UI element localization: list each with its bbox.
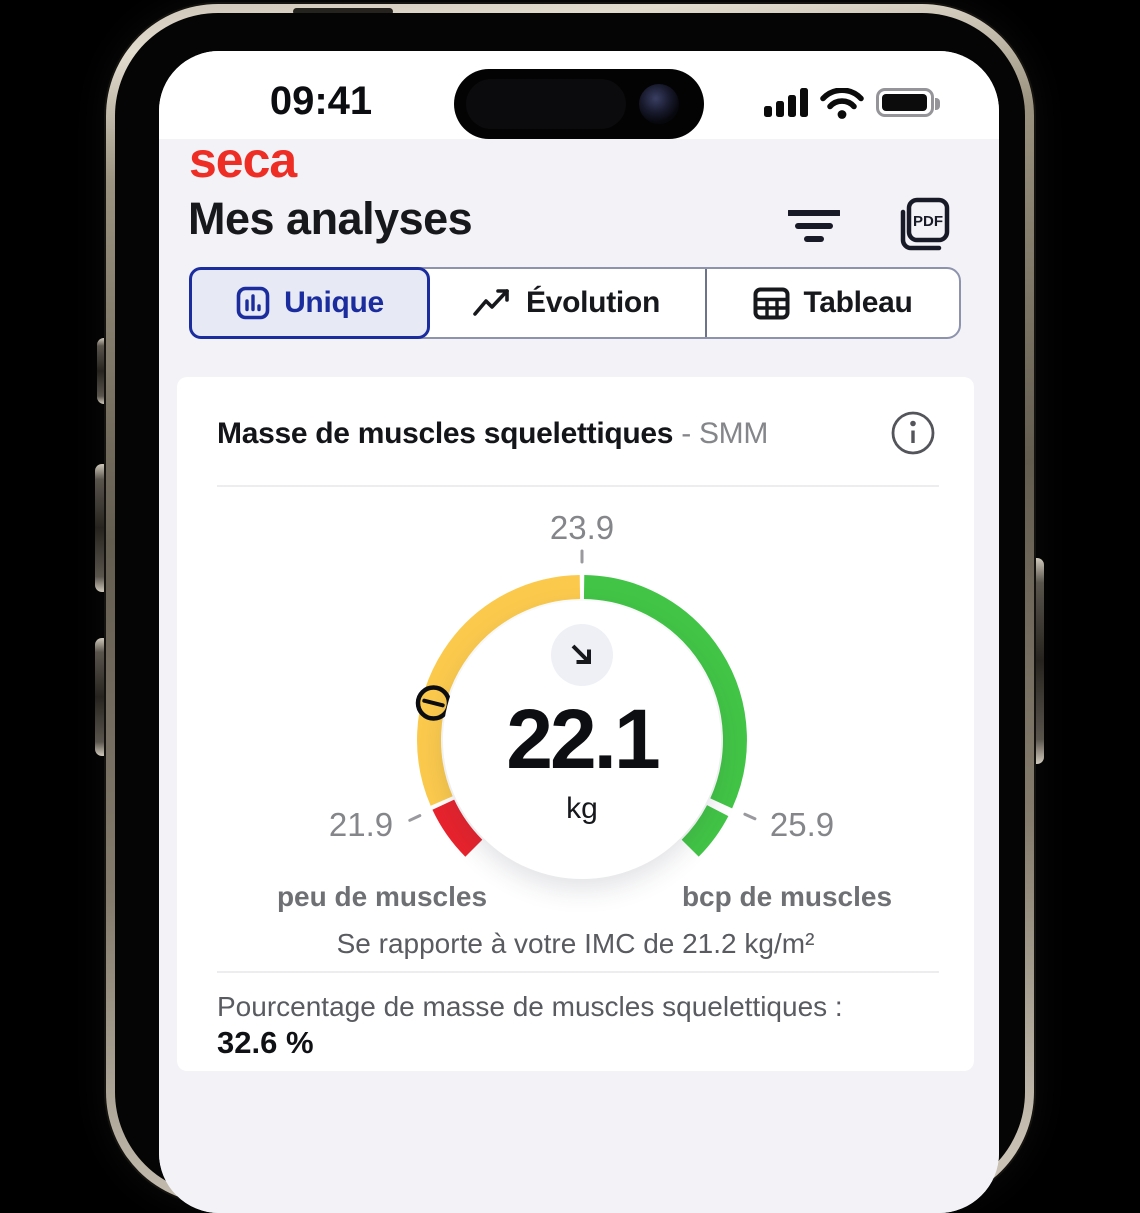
phone-screen: 09:41: [159, 51, 999, 1213]
front-camera: [639, 84, 679, 124]
analysis-card: Masse de muscles squelettiques - SMM: [177, 377, 974, 1071]
tab-unique[interactable]: Unique: [189, 267, 430, 339]
tab-unique-label: Unique: [284, 286, 384, 319]
trend-badge: [551, 624, 613, 686]
percentage-value: 32.6 %: [217, 1025, 314, 1060]
phone-bezel: 09:41: [115, 13, 1025, 1213]
single-chart-icon: [236, 286, 270, 320]
phone-frame: 09:41: [106, 4, 1034, 1213]
imc-note: Se rapporte à votre IMC de 21.2 kg/m²: [336, 928, 815, 959]
filter-button[interactable]: [779, 199, 849, 255]
island-sensor-area: [466, 79, 626, 129]
info-button[interactable]: [888, 408, 938, 458]
zone-label-high: bcp de muscles: [681, 881, 893, 912]
trend-down-arrow-icon: [571, 644, 591, 664]
battery-icon: [876, 88, 940, 117]
wifi-icon: [820, 87, 864, 124]
zone-label-low: peu de muscles: [276, 881, 488, 912]
divider: [217, 485, 939, 487]
gauge-unit: kg: [566, 792, 598, 825]
smm-gauge: 22.1 kg 23.9 21.9 25.9: [322, 495, 842, 895]
cellular-signal-icon: [764, 87, 810, 123]
gauge-value: 22.1: [506, 692, 661, 786]
percentage-label: Pourcentage de masse de muscles squelett…: [217, 991, 843, 1022]
pdf-export-button[interactable]: PDF: [891, 193, 955, 257]
view-tabbar: Unique Évolution: [189, 267, 961, 339]
gauge-tick-low: 21.9: [328, 806, 394, 843]
card-title-main: Masse de muscles squelettiques: [217, 417, 674, 450]
card-title: Masse de muscles squelettiques - SMM: [217, 417, 768, 451]
page-title: Mes analyses: [188, 193, 473, 244]
dynamic-island: [454, 69, 704, 139]
gauge-tick-high: 25.9: [769, 806, 835, 843]
info-icon: [891, 411, 935, 455]
tab-tableau[interactable]: Tableau: [707, 269, 959, 337]
antenna-slit: [293, 8, 393, 15]
gauge-arcs: [408, 549, 757, 857]
divider: [217, 971, 939, 973]
seca-logo: seca: [189, 132, 297, 188]
tab-evolution-label: Évolution: [526, 286, 660, 319]
gauge-tick-mid: 23.9: [549, 509, 615, 546]
trend-chart-icon: [473, 289, 509, 316]
filter-icon: [788, 210, 840, 242]
svg-text:PDF: PDF: [913, 213, 943, 230]
table-icon: [753, 287, 790, 319]
tab-tableau-label: Tableau: [803, 286, 913, 319]
pdf-icon: PDF: [900, 197, 950, 251]
tab-evolution[interactable]: Évolution: [428, 269, 707, 337]
status-time: 09:41: [269, 79, 373, 123]
card-title-abbrev: - SMM: [681, 417, 769, 450]
